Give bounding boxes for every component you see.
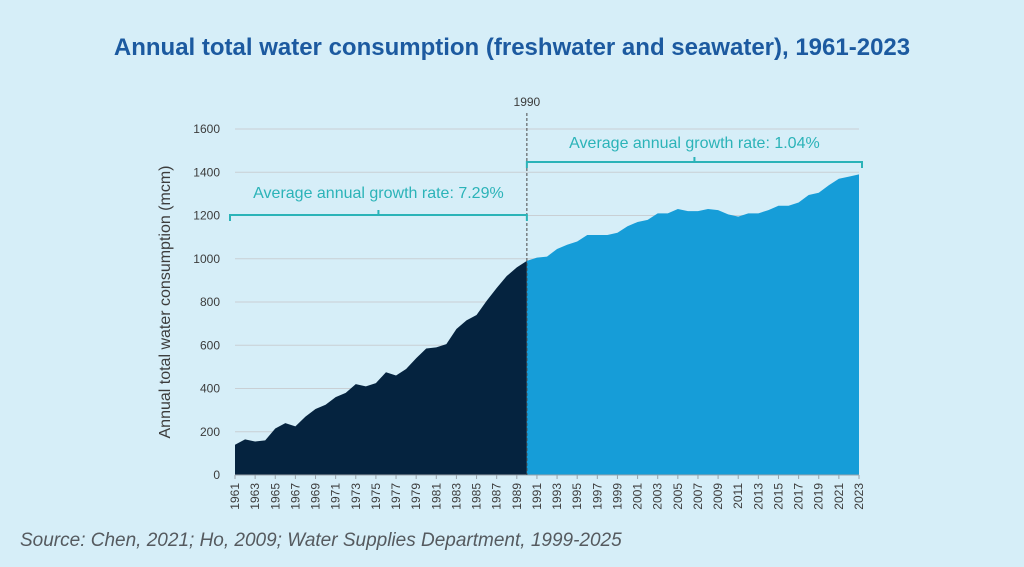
x-tick-label: 1961 (228, 483, 242, 510)
x-tick-label: 1965 (268, 483, 282, 510)
x-tick-label: 1985 (470, 483, 484, 510)
source-note: Source: Chen, 2021; Ho, 2009; Water Supp… (20, 530, 622, 551)
area-series-1990-2023 (526, 174, 859, 475)
x-tick-label: 2019 (812, 483, 826, 510)
y-tick-label: 800 (200, 295, 220, 309)
x-tick-label: 1967 (288, 483, 302, 510)
y-tick-label: 600 (200, 338, 220, 352)
chart-areas (235, 174, 859, 476)
area-series-1961-1990 (235, 260, 527, 475)
x-tick-label: 2021 (832, 483, 846, 510)
growth-rate-label: Average annual growth rate: 1.04% (569, 135, 820, 152)
x-tick-label: 2005 (671, 483, 685, 510)
x-tick-label: 1973 (349, 483, 363, 510)
x-tick-label: 1983 (449, 483, 463, 510)
x-tick-label: 2003 (651, 483, 665, 510)
x-tick-label: 1993 (550, 483, 564, 510)
x-tick-label: 1995 (570, 483, 584, 510)
y-axis-ticks: 0 200 400 600 800 1000 1200 1400 1600 (193, 122, 220, 482)
x-tick-label: 2001 (631, 483, 645, 510)
x-tick-label: 1979 (409, 483, 423, 510)
chart-title: Annual total water consumption (freshwat… (113, 34, 911, 61)
x-tick-label: 2009 (711, 483, 725, 510)
x-tick-label: 1981 (429, 483, 443, 510)
x-tick-label: 2013 (751, 483, 765, 510)
growth-annotations: Average annual growth rate: 7.29% Average… (229, 135, 863, 221)
x-tick-label: 1999 (610, 483, 624, 510)
x-tick-label: 1989 (510, 483, 524, 510)
marker-label: 1990 (514, 95, 541, 109)
y-tick-label: 400 (200, 382, 220, 396)
y-axis-label: Annual total water consumption (mcm) (157, 166, 174, 439)
x-tick-label: 2011 (731, 483, 745, 509)
y-tick-label: 1400 (193, 165, 220, 179)
x-tick-label: 1977 (389, 483, 403, 510)
y-tick-label: 0 (213, 468, 220, 482)
y-tick-label: 200 (200, 425, 220, 439)
growth-bracket (525, 157, 863, 168)
x-axis-ticks: 1961 1963 1965 1967 1969 1971 1973 1975 1977 1979… (228, 475, 866, 510)
x-tick-label: 1963 (248, 483, 262, 510)
y-tick-label: 1200 (193, 209, 220, 223)
x-tick-label: 1971 (329, 483, 343, 510)
x-tick-label: 2015 (771, 483, 785, 510)
x-tick-label: 1987 (490, 483, 504, 510)
x-tick-label: 1991 (530, 483, 544, 510)
x-tick-label: 1975 (369, 483, 383, 510)
x-tick-label: 2017 (792, 483, 806, 510)
marker-1990: 1990 (514, 95, 541, 475)
x-tick-label: 1969 (309, 483, 323, 510)
y-tick-label: 1000 (193, 252, 220, 266)
growth-rate-label: Average annual growth rate: 7.29% (253, 185, 504, 202)
growth-bracket (229, 210, 528, 221)
x-tick-label: 1997 (590, 483, 604, 510)
x-tick-label: 2023 (852, 483, 866, 510)
x-tick-label: 2007 (691, 483, 705, 510)
y-tick-label: 1600 (193, 122, 220, 136)
